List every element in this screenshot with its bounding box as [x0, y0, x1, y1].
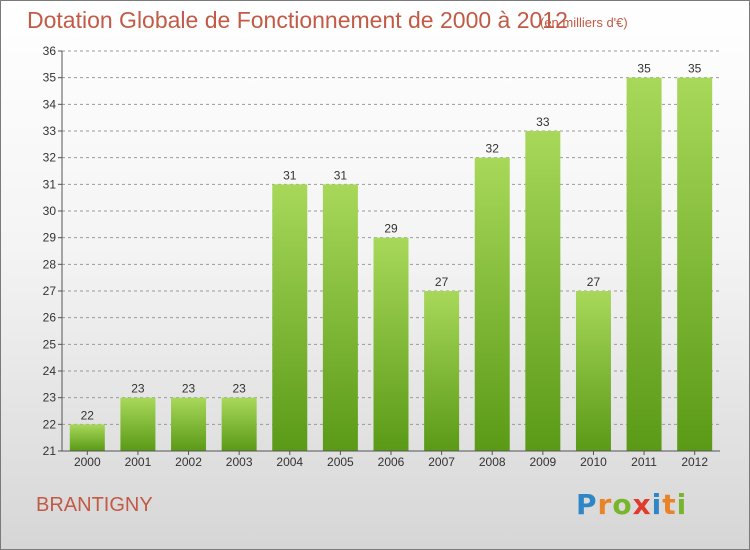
bar-2012 [677, 77, 713, 452]
x-tick-label-2002: 2002 [175, 455, 202, 469]
y-tick-label: 24 [43, 364, 57, 378]
bars: 22 23 23 23 31 31 29 27 32 33 27 35 35 [69, 62, 713, 452]
x-tick-label-2012: 2012 [681, 455, 708, 469]
x-tick-label-2001: 2001 [125, 455, 152, 469]
bar-2001 [120, 397, 156, 451]
logo-letter: P [576, 488, 598, 521]
axes: 21 22 23 24 25 26 27 28 29 30 31 32 33 34 35 36 2000 2001… [43, 44, 720, 469]
logo-letter: i [651, 488, 663, 521]
x-tick-label-2011: 2011 [631, 455, 657, 469]
bar-2005 [322, 184, 358, 452]
x-tick-label-2009: 2009 [529, 455, 556, 469]
logo-letter: o [612, 488, 633, 521]
commune-name: BRANTIGNY [36, 494, 153, 516]
data-label-2005: 31 [334, 168, 348, 182]
y-tick-label: 21 [43, 444, 57, 458]
x-tick-label-2006: 2006 [378, 455, 405, 469]
bar-2006 [373, 237, 409, 451]
y-tick-label: 34 [43, 97, 57, 111]
y-tick-label: 35 [43, 71, 57, 85]
y-tick-label: 33 [43, 124, 57, 138]
x-tick-label-2004: 2004 [276, 455, 303, 469]
y-tick-label: 31 [43, 177, 57, 191]
proxiti-logo: Proxiti [576, 488, 687, 521]
x-tick-label-2005: 2005 [327, 455, 354, 469]
data-label-2004: 31 [283, 168, 297, 182]
y-tick-label: 29 [43, 231, 57, 245]
bar-2004 [272, 184, 308, 452]
data-label-2009: 33 [536, 115, 550, 129]
bar-2009 [525, 131, 561, 451]
y-tick-label: 27 [43, 284, 57, 298]
y-tick-label: 32 [43, 151, 57, 165]
x-tick-label-2000: 2000 [74, 455, 101, 469]
y-tick-label: 36 [43, 44, 57, 58]
logo-letter: t [662, 488, 677, 521]
bar-2008 [474, 157, 510, 451]
logo-letter: r [597, 488, 613, 521]
data-label-2007: 27 [435, 275, 449, 289]
data-label-2011: 35 [637, 62, 651, 76]
bar-2003 [221, 397, 257, 451]
bar-2000 [69, 424, 105, 451]
data-label-2003: 23 [232, 382, 246, 396]
y-tick-label: 25 [43, 337, 57, 351]
y-tick-label: 30 [43, 204, 57, 218]
bar-2007 [424, 291, 460, 451]
chart-title: Dotation Globale de Fonctionnement de 20… [27, 7, 568, 33]
x-tick-label-2008: 2008 [479, 455, 506, 469]
x-tick-label-2010: 2010 [580, 455, 607, 469]
data-label-2008: 32 [486, 142, 500, 156]
logo-letter: x [632, 488, 652, 521]
logo-letter: i [676, 488, 688, 521]
x-tick-label-2007: 2007 [428, 455, 455, 469]
x-tick-label-2003: 2003 [226, 455, 253, 469]
bar-2010 [575, 291, 611, 451]
y-tick-label: 26 [43, 311, 57, 325]
data-label-2012: 35 [688, 62, 702, 76]
y-tick-label: 28 [43, 257, 57, 271]
data-label-2006: 29 [384, 222, 398, 236]
y-tick-label: 22 [43, 417, 57, 431]
bar-2002 [171, 397, 207, 451]
unit-note: (en milliers d'€) [540, 15, 628, 30]
data-label-2001: 23 [131, 382, 145, 396]
data-label-2000: 22 [81, 408, 95, 422]
data-label-2010: 27 [587, 275, 601, 289]
bar-2011 [626, 77, 662, 452]
y-tick-label: 23 [43, 391, 57, 405]
data-label-2002: 23 [182, 382, 196, 396]
